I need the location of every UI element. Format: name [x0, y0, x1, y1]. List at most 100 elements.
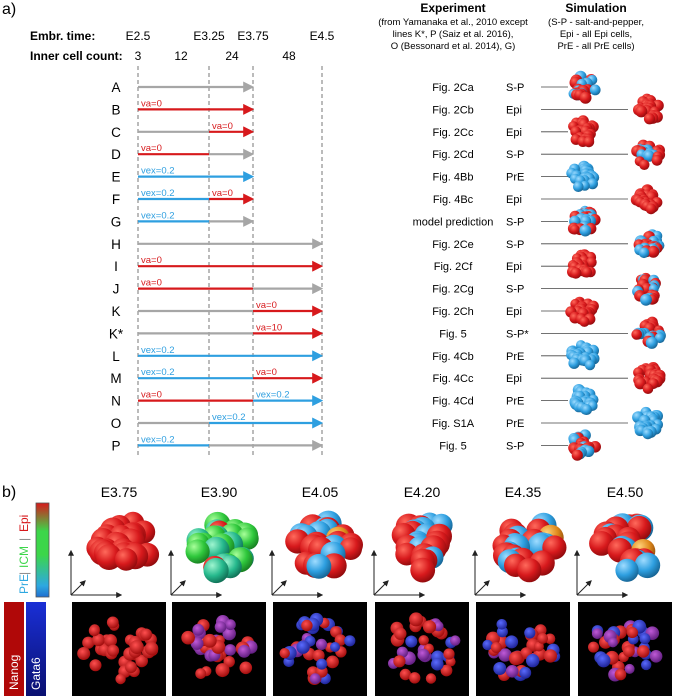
parameter-label: va=0 [212, 121, 233, 132]
experiment-note: O (Bessonard et al. 2014), G) [391, 41, 516, 52]
timepoint-label: E3.90 [201, 484, 238, 500]
simulated-embryo [492, 512, 567, 583]
simulation-type: PrE [506, 418, 524, 430]
stained-nucleus [591, 628, 603, 639]
stained-nucleus [330, 642, 340, 652]
stained-nucleus [312, 649, 325, 662]
experiment-row: H Fig. 2Ce S-P [111, 229, 665, 259]
stained-nucleus [639, 633, 651, 645]
cell [579, 91, 592, 104]
simulation-type: Epi [506, 104, 522, 116]
stained-nucleus [409, 672, 421, 684]
cell [573, 181, 584, 192]
state-colorbar [35, 502, 50, 598]
parameter-label: va=0 [141, 255, 162, 266]
stained-nucleus [636, 645, 650, 658]
stained-nucleus [344, 635, 356, 647]
simulation-type: PrE [506, 396, 524, 408]
parameter-label: va=10 [256, 322, 282, 333]
timepoint-label: E4.05 [302, 484, 339, 500]
stained-nucleus [296, 640, 310, 654]
row-id: K [111, 304, 120, 319]
simulation-cluster [568, 429, 601, 461]
cell [96, 544, 122, 570]
stained-nucleus [195, 668, 207, 679]
stained-nucleus [422, 620, 437, 634]
stained-nucleus [92, 633, 105, 647]
experiment-ref: Fig. 4Bc [433, 194, 474, 206]
simulation-cluster [565, 296, 599, 327]
experiment-ref: Fig. 2Cd [432, 149, 474, 161]
experiment-rows: A Fig. 2Ca S-P B va=0 Fig. 2Cb Epi C va=0 Fig. 2C… [109, 66, 666, 461]
cell [568, 357, 580, 369]
row-id: B [111, 102, 120, 117]
cell [114, 548, 138, 571]
simulation-type: Epi [506, 127, 522, 139]
stained-nucleus [237, 644, 251, 658]
simulation-type: S-P [506, 82, 524, 94]
parameter-label: va=0 [141, 143, 162, 154]
parameter-label: va=0 [141, 98, 162, 109]
stained-nucleus [596, 653, 611, 668]
stained-nucleus [129, 640, 144, 655]
stained-nucleus [496, 619, 508, 630]
stained-nucleus [482, 639, 493, 651]
axis-y [170, 580, 186, 596]
time-label: E2.5 [126, 29, 151, 43]
simulation-cluster [633, 362, 666, 395]
cell [647, 245, 660, 258]
colorbar-label-pre: PrE [17, 574, 31, 594]
stained-nucleus [104, 634, 117, 647]
stain-label-nanog: Nanog [7, 655, 21, 690]
stained-nucleus [316, 658, 328, 670]
stained-nucleus [224, 644, 236, 656]
simulation-type: PrE [506, 351, 524, 363]
stained-nucleus [107, 644, 120, 657]
parameter-label: vex=0.2 [141, 188, 175, 199]
row-id: I [114, 259, 118, 274]
stained-nucleus [641, 659, 652, 671]
cell [638, 247, 650, 259]
cell [570, 267, 582, 279]
count-label: 12 [174, 49, 188, 63]
stain-bar-nanog [4, 602, 24, 696]
row-id: J [113, 282, 120, 297]
simulation-type: S-P [506, 284, 524, 296]
stained-nucleus [393, 655, 406, 668]
cell [306, 553, 332, 579]
stained-nucleus [309, 673, 321, 685]
time-label: E3.75 [237, 29, 269, 43]
stained-nucleus [399, 668, 412, 681]
cell [569, 224, 580, 235]
cell [651, 154, 663, 166]
parameter-label: vex=0.2 [141, 434, 175, 445]
simulation-type: Epi [506, 373, 522, 385]
cell [642, 428, 654, 440]
cell [645, 203, 657, 215]
simulation-cluster [632, 272, 661, 306]
stained-nucleus [405, 635, 418, 648]
experiment-ref: model prediction [413, 216, 494, 228]
axis-y [373, 580, 389, 596]
experiment-ref: Fig. 2Ch [432, 306, 474, 318]
row-id: G [111, 214, 122, 229]
stained-nucleus [125, 661, 137, 674]
simulation-cluster [631, 316, 666, 349]
stained-nucleus [519, 666, 532, 679]
simulation-type: S-P [506, 216, 524, 228]
simulation-note: Epi - all Epi cells, [560, 29, 632, 40]
experiment-title: Experiment [420, 1, 485, 15]
experiment-ref: Fig. 5 [439, 440, 467, 452]
axis-y [271, 580, 287, 596]
simulation-cluster [567, 249, 597, 279]
stained-nucleus [115, 673, 126, 685]
timepoint-label: E4.50 [607, 484, 644, 500]
row-id: H [111, 237, 121, 252]
stained-nucleus [505, 635, 519, 649]
